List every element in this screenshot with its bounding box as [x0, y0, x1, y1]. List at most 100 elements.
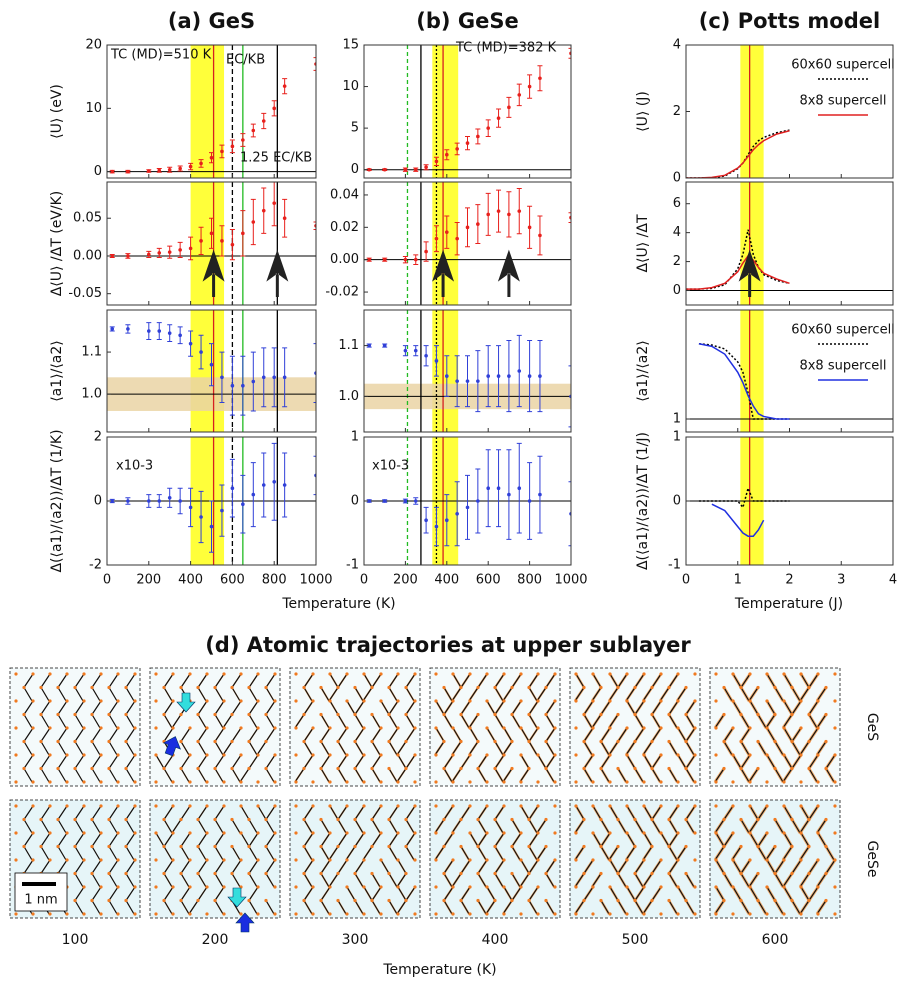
data-point: [424, 165, 428, 169]
data-point: [367, 167, 371, 172]
data-point: [157, 168, 162, 173]
data-point: [538, 76, 542, 81]
y-tick-label: 0: [94, 494, 102, 509]
atom-dots: [574, 672, 697, 784]
data-point: [157, 499, 162, 503]
trajectory-tile: [709, 799, 841, 919]
atom-dots: [294, 672, 417, 784]
data-point: [445, 518, 449, 522]
data-point: [507, 105, 511, 110]
data-point: [367, 343, 371, 348]
subplot: [686, 310, 893, 432]
y-tick-label: 20: [85, 38, 102, 53]
error-bar: [568, 47, 571, 59]
data-point: [527, 225, 532, 230]
y-tick-label: 0: [94, 164, 102, 179]
data-point: [209, 231, 214, 236]
data-point: [465, 379, 470, 383]
data-point: [486, 486, 491, 491]
data-point: [272, 106, 277, 111]
data-point: [110, 327, 115, 331]
y-tick-label: 4: [673, 38, 681, 53]
error-bar: [568, 481, 571, 547]
y-tick-label: 4: [673, 225, 681, 240]
atom-dots: [14, 672, 137, 784]
atom-dots: [714, 804, 837, 916]
data-point: [517, 93, 522, 97]
data-point: [110, 499, 115, 503]
annotation: x10-3: [372, 459, 409, 474]
y-tick-label: 0.04: [330, 187, 359, 202]
row-label: GeSe: [864, 841, 880, 878]
data-point: [167, 331, 172, 335]
plot-frame: [106, 181, 317, 306]
y-tick-label: 10: [342, 79, 359, 94]
y-tick-label: 2: [673, 254, 681, 269]
column-label: 600: [762, 932, 789, 948]
data-point: [486, 126, 491, 130]
column-label: 100: [62, 932, 89, 948]
plot-frame: [106, 44, 317, 179]
data-point: [403, 348, 408, 353]
data-point: [403, 257, 408, 262]
data-point: [272, 375, 277, 380]
trajectory-chain: [574, 805, 696, 915]
data-point: [382, 257, 387, 262]
x-tick-label: 800: [517, 573, 542, 588]
data-point: [272, 201, 277, 205]
trajectory-chain: [155, 805, 276, 915]
data-point: [455, 512, 459, 516]
data-point: [220, 508, 224, 513]
data-point: [465, 141, 470, 145]
x-tick-label: 0: [682, 573, 690, 588]
data-point: [517, 486, 522, 491]
data-point: [199, 161, 203, 166]
y-tick-label: 15: [342, 38, 359, 53]
y-tick-label: 0.00: [73, 248, 102, 263]
data-point: [241, 231, 245, 236]
series-line: [698, 485, 790, 510]
x-axis-label: Temperature (K): [382, 962, 496, 978]
data-point: [517, 209, 522, 213]
data-point: [157, 251, 162, 255]
tile-arrow: [235, 912, 255, 933]
data-point: [188, 341, 193, 346]
x-tick-label: 3: [837, 573, 845, 588]
data-point: [282, 375, 287, 380]
error-bar: [313, 343, 316, 404]
series-line: [698, 342, 790, 420]
trajectory-tile: [569, 799, 701, 919]
temperature-band: [190, 310, 225, 432]
data-point: [126, 499, 130, 503]
data-point: [209, 362, 214, 367]
y-axis-label: ⟨a1⟩/⟨a2⟩: [635, 340, 651, 402]
subplot: [364, 45, 571, 178]
data-point: [507, 212, 511, 217]
data-point: [445, 230, 449, 234]
column-label: 300: [342, 932, 369, 948]
data-point: [434, 359, 439, 363]
error-bar: [313, 221, 316, 231]
panel-title: (b) GeSe: [416, 9, 518, 33]
x-tick-label: 1: [734, 573, 742, 588]
y-tick-label: -0.02: [325, 285, 359, 300]
data-point: [434, 524, 439, 529]
annotation: TC (MD)=382 K: [455, 41, 557, 56]
series-line: [686, 130, 790, 178]
data-point: [147, 252, 151, 257]
series-line: [686, 129, 790, 178]
y-tick-label: 1.1: [338, 338, 359, 353]
trajectory-chain: [714, 805, 836, 915]
error-bar: [313, 455, 316, 496]
data-point: [241, 138, 245, 142]
data-point: [188, 164, 193, 169]
error-bar: [568, 212, 571, 223]
series-line: [686, 254, 790, 290]
data-point: [507, 492, 511, 497]
data-point: [147, 169, 151, 173]
trajectory-tile: [569, 667, 701, 787]
data-point: [413, 257, 418, 262]
x-tick-label: 200: [393, 573, 418, 588]
y-tick-label: 1: [673, 412, 681, 427]
data-point: [434, 236, 439, 241]
